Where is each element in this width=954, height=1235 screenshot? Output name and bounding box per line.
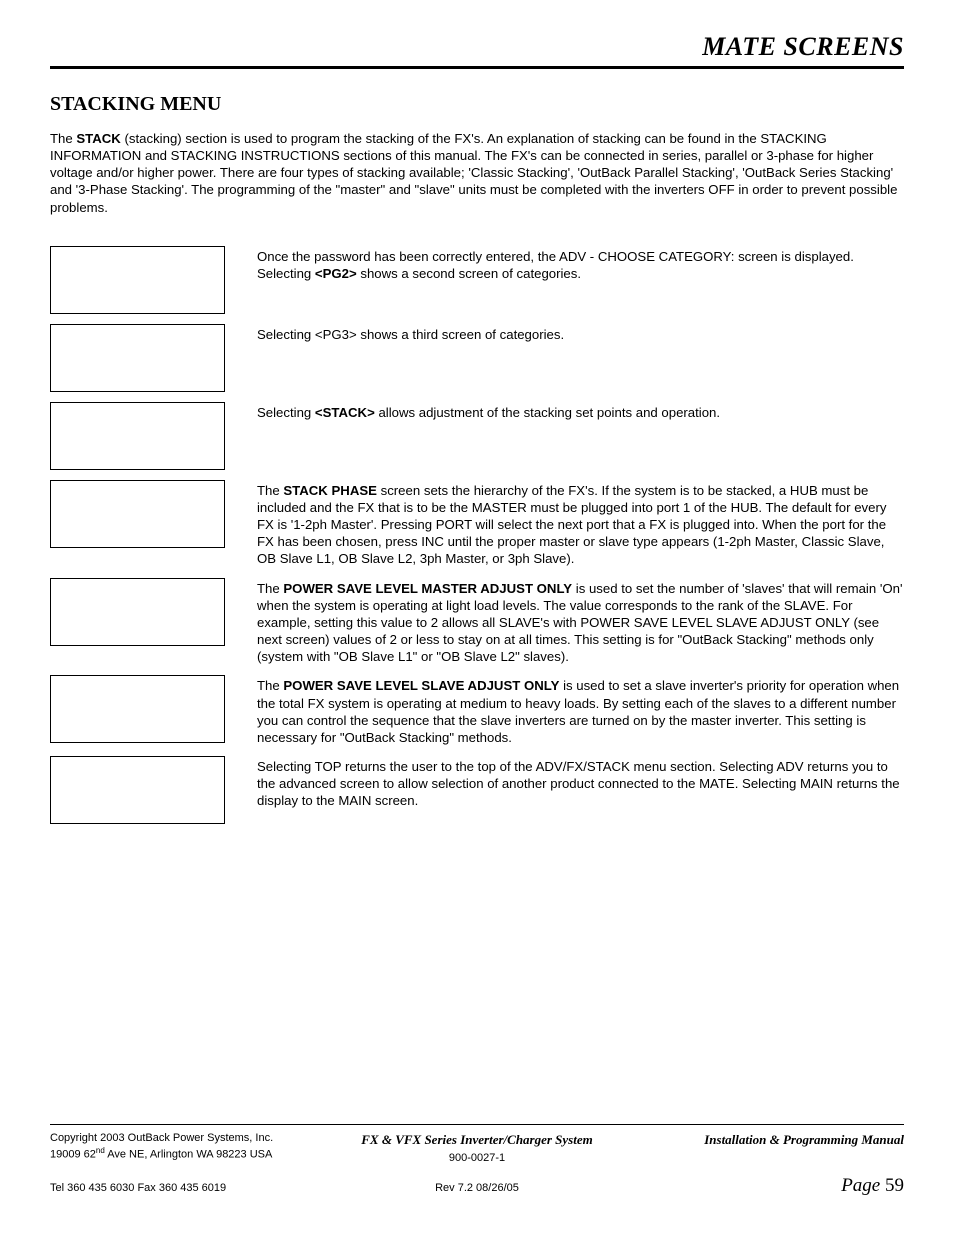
screen-box [50,675,225,743]
screen-box [50,324,225,392]
screen-box [50,402,225,470]
screen-row: The POWER SAVE LEVEL SLAVE ADJUST ONLY i… [50,675,904,746]
row-text-bold: STACK PHASE [283,483,377,498]
section-title: STACKING MENU [50,93,904,116]
screen-row: Once the password has been correctly ent… [50,246,904,314]
footer-address-sup: nd [96,1146,105,1155]
row-text-span: The [257,581,283,596]
row-text: The POWER SAVE LEVEL SLAVE ADJUST ONLY i… [257,675,904,746]
row-text: The STACK PHASE screen sets the hierarch… [257,480,904,568]
row-text-bold: POWER SAVE LEVEL SLAVE ADJUST ONLY [283,678,559,693]
footer-right-title: Installation & Programming Manual [704,1132,904,1147]
footer-left: Copyright 2003 OutBack Power Systems, In… [50,1131,332,1162]
row-text-bold: POWER SAVE LEVEL MASTER ADJUST ONLY [283,581,572,596]
row-text-bold: <STACK> [315,405,375,420]
row-text: Selecting TOP returns the user to the to… [257,756,904,809]
footer-rev: Rev 7.2 08/26/05 [332,1181,622,1196]
footer-center: FX & VFX Series Inverter/Charger System … [332,1131,622,1165]
footer-page-label: Page [841,1175,880,1196]
row-text-span: The [257,483,283,498]
row-text-bold: <PG2> [315,266,357,281]
row-text-span: Selecting TOP returns the user to the to… [257,759,900,808]
screen-row: Selecting <STACK> allows adjustment of t… [50,402,904,470]
intro-pre: The [50,131,76,146]
intro-post: (stacking) section is used to program th… [50,131,897,215]
row-text: The POWER SAVE LEVEL MASTER ADJUST ONLY … [257,578,904,666]
running-head: MATE SCREENS [50,32,904,69]
rows-container: Once the password has been correctly ent… [50,246,904,824]
row-text: Selecting <PG3> shows a third screen of … [257,324,904,343]
screen-box [50,246,225,314]
page-footer: Copyright 2003 OutBack Power Systems, In… [50,1124,904,1199]
footer-row-1: Copyright 2003 OutBack Power Systems, In… [50,1131,904,1165]
row-text: Selecting <STACK> allows adjustment of t… [257,402,904,421]
footer-center-title: FX & VFX Series Inverter/Charger System [361,1132,593,1147]
screen-row: Selecting TOP returns the user to the to… [50,756,904,824]
footer-address-post: Ave NE, Arlington WA 98223 USA [105,1148,273,1160]
screen-box [50,756,225,824]
row-text-span: Selecting <PG3> shows a third screen of … [257,327,564,342]
row-text-span: Selecting [257,405,315,420]
screen-row: Selecting <PG3> shows a third screen of … [50,324,904,392]
screen-row: The STACK PHASE screen sets the hierarch… [50,480,904,568]
row-text-span: The [257,678,283,693]
page: MATE SCREENS STACKING MENU The STACK (st… [0,0,954,1235]
footer-page: Page 59 [622,1173,904,1199]
intro-bold: STACK [76,131,120,146]
footer-telfax: Tel 360 435 6030 Fax 360 435 6019 [50,1181,332,1196]
footer-address: 19009 62nd Ave NE, Arlington WA 98223 US… [50,1146,332,1163]
screen-box [50,480,225,548]
footer-page-number: 59 [885,1175,904,1196]
footer-address-pre: 19009 62 [50,1148,96,1160]
footer-copyright: Copyright 2003 OutBack Power Systems, In… [50,1131,332,1146]
row-text: Once the password has been correctly ent… [257,246,904,282]
footer-doc-number: 900-0027-1 [332,1151,622,1166]
intro-paragraph: The STACK (stacking) section is used to … [50,130,904,216]
screen-box [50,578,225,646]
footer-row-2: Tel 360 435 6030 Fax 360 435 6019 Rev 7.… [50,1173,904,1199]
screen-row: The POWER SAVE LEVEL MASTER ADJUST ONLY … [50,578,904,666]
row-text-span: allows adjustment of the stacking set po… [375,405,720,420]
footer-right: Installation & Programming Manual [622,1131,904,1149]
row-text-span: shows a second screen of categories. [357,266,581,281]
